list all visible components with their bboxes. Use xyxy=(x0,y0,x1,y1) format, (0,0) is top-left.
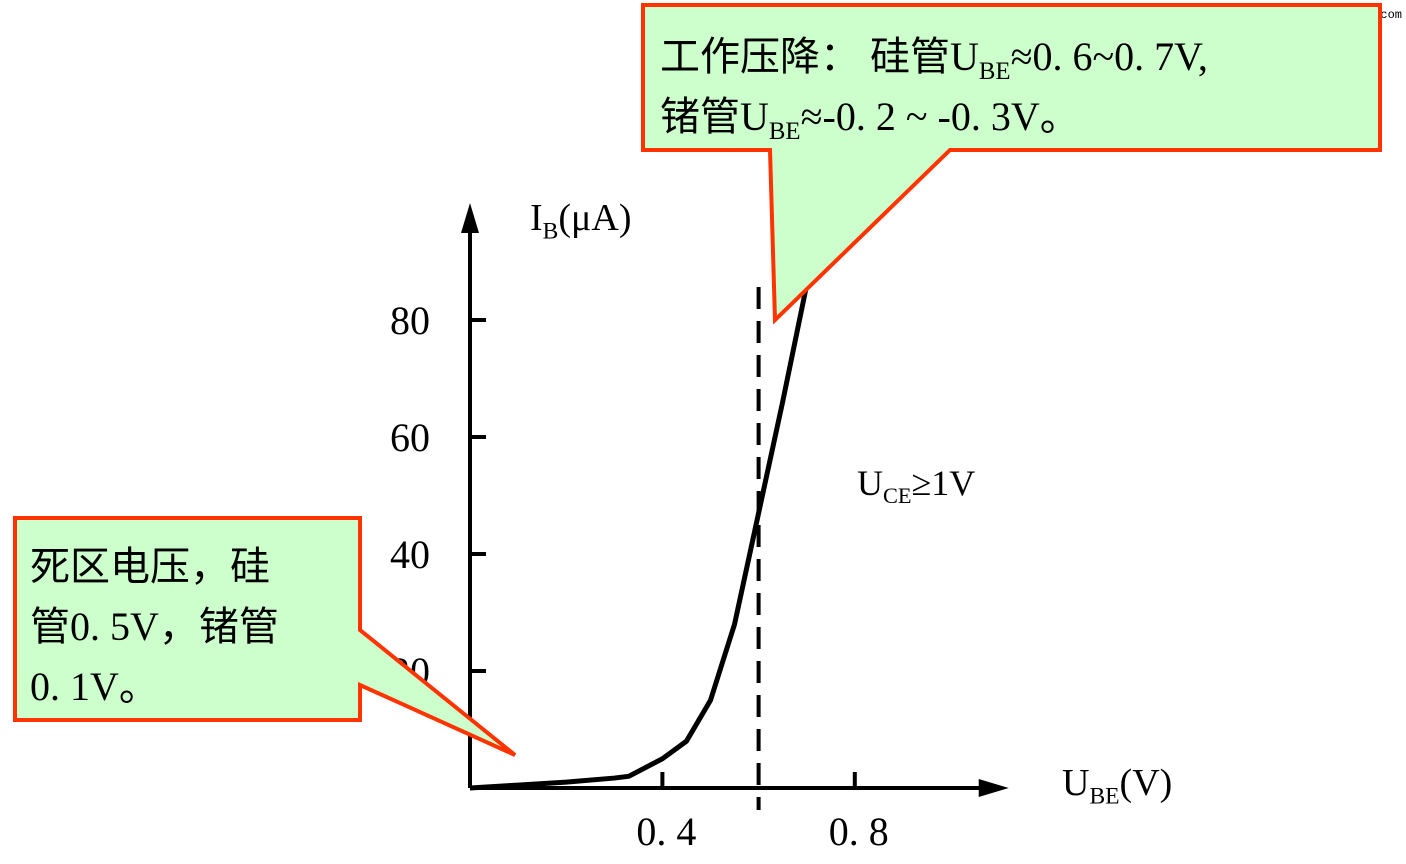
text-part: BE xyxy=(1089,783,1119,809)
callout-text: 工作压降： 硅管UBE≈0. 6~0. 7V, xyxy=(660,34,1208,85)
text-part: 死区电压，硅 xyxy=(30,544,270,589)
text-part: CE xyxy=(883,483,912,508)
text-part: I xyxy=(530,197,543,239)
condition-label: UCE≥1V xyxy=(857,463,975,508)
text-part: 管0. 5V，锗管 xyxy=(30,604,279,649)
y-axis-label: IB(μA) xyxy=(530,197,632,244)
y-tick-label: 40 xyxy=(390,532,430,577)
text-part: (V) xyxy=(1120,762,1173,804)
x-axis-arrow xyxy=(978,779,1009,797)
text-part: (μA) xyxy=(558,197,631,239)
text-part: B xyxy=(543,218,559,244)
text-part: 0. 1V。 xyxy=(30,664,159,709)
text-part: U xyxy=(1062,762,1089,804)
callout xyxy=(13,516,517,757)
y-axis-arrow xyxy=(461,203,479,233)
y-tick-label: 60 xyxy=(390,415,430,460)
text-part: U xyxy=(857,463,883,503)
x-tick-label: 0. 4 xyxy=(636,809,696,854)
text-part: 工作压降： 硅管U xyxy=(660,34,979,79)
y-tick-label: 80 xyxy=(390,298,430,343)
callout xyxy=(641,3,1382,325)
text-part: ≈-0. 2 ~ -0. 3V。 xyxy=(801,94,1080,139)
text-part: 锗管U xyxy=(660,94,769,139)
callout-text: 0. 1V。 xyxy=(30,664,159,709)
text-part: BE xyxy=(979,58,1011,85)
curve xyxy=(469,284,810,791)
text-part: BE xyxy=(769,118,801,145)
callout-text: 死区电压，硅 xyxy=(30,544,270,589)
callout-text: 管0. 5V，锗管 xyxy=(30,604,279,649)
x-axis-label: UBE(V) xyxy=(1062,762,1172,809)
x-tick-label: 0. 8 xyxy=(829,809,889,854)
text-part: ≥1V xyxy=(912,463,976,503)
text-part: ≈0. 6~0. 7V, xyxy=(1011,34,1208,79)
callout-text: 锗管UBE≈-0. 2 ~ -0. 3V。 xyxy=(660,94,1080,145)
